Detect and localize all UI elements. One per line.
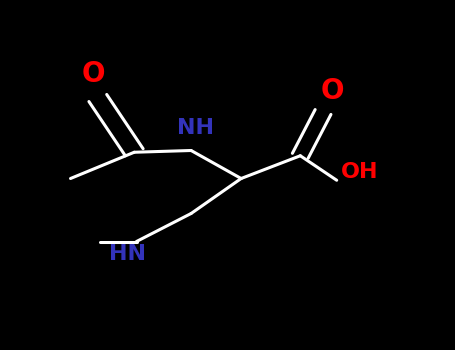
Text: O: O <box>81 60 105 88</box>
Text: HN: HN <box>109 244 146 264</box>
Text: O: O <box>320 77 344 105</box>
Text: OH: OH <box>341 161 378 182</box>
Text: NH: NH <box>177 118 214 138</box>
